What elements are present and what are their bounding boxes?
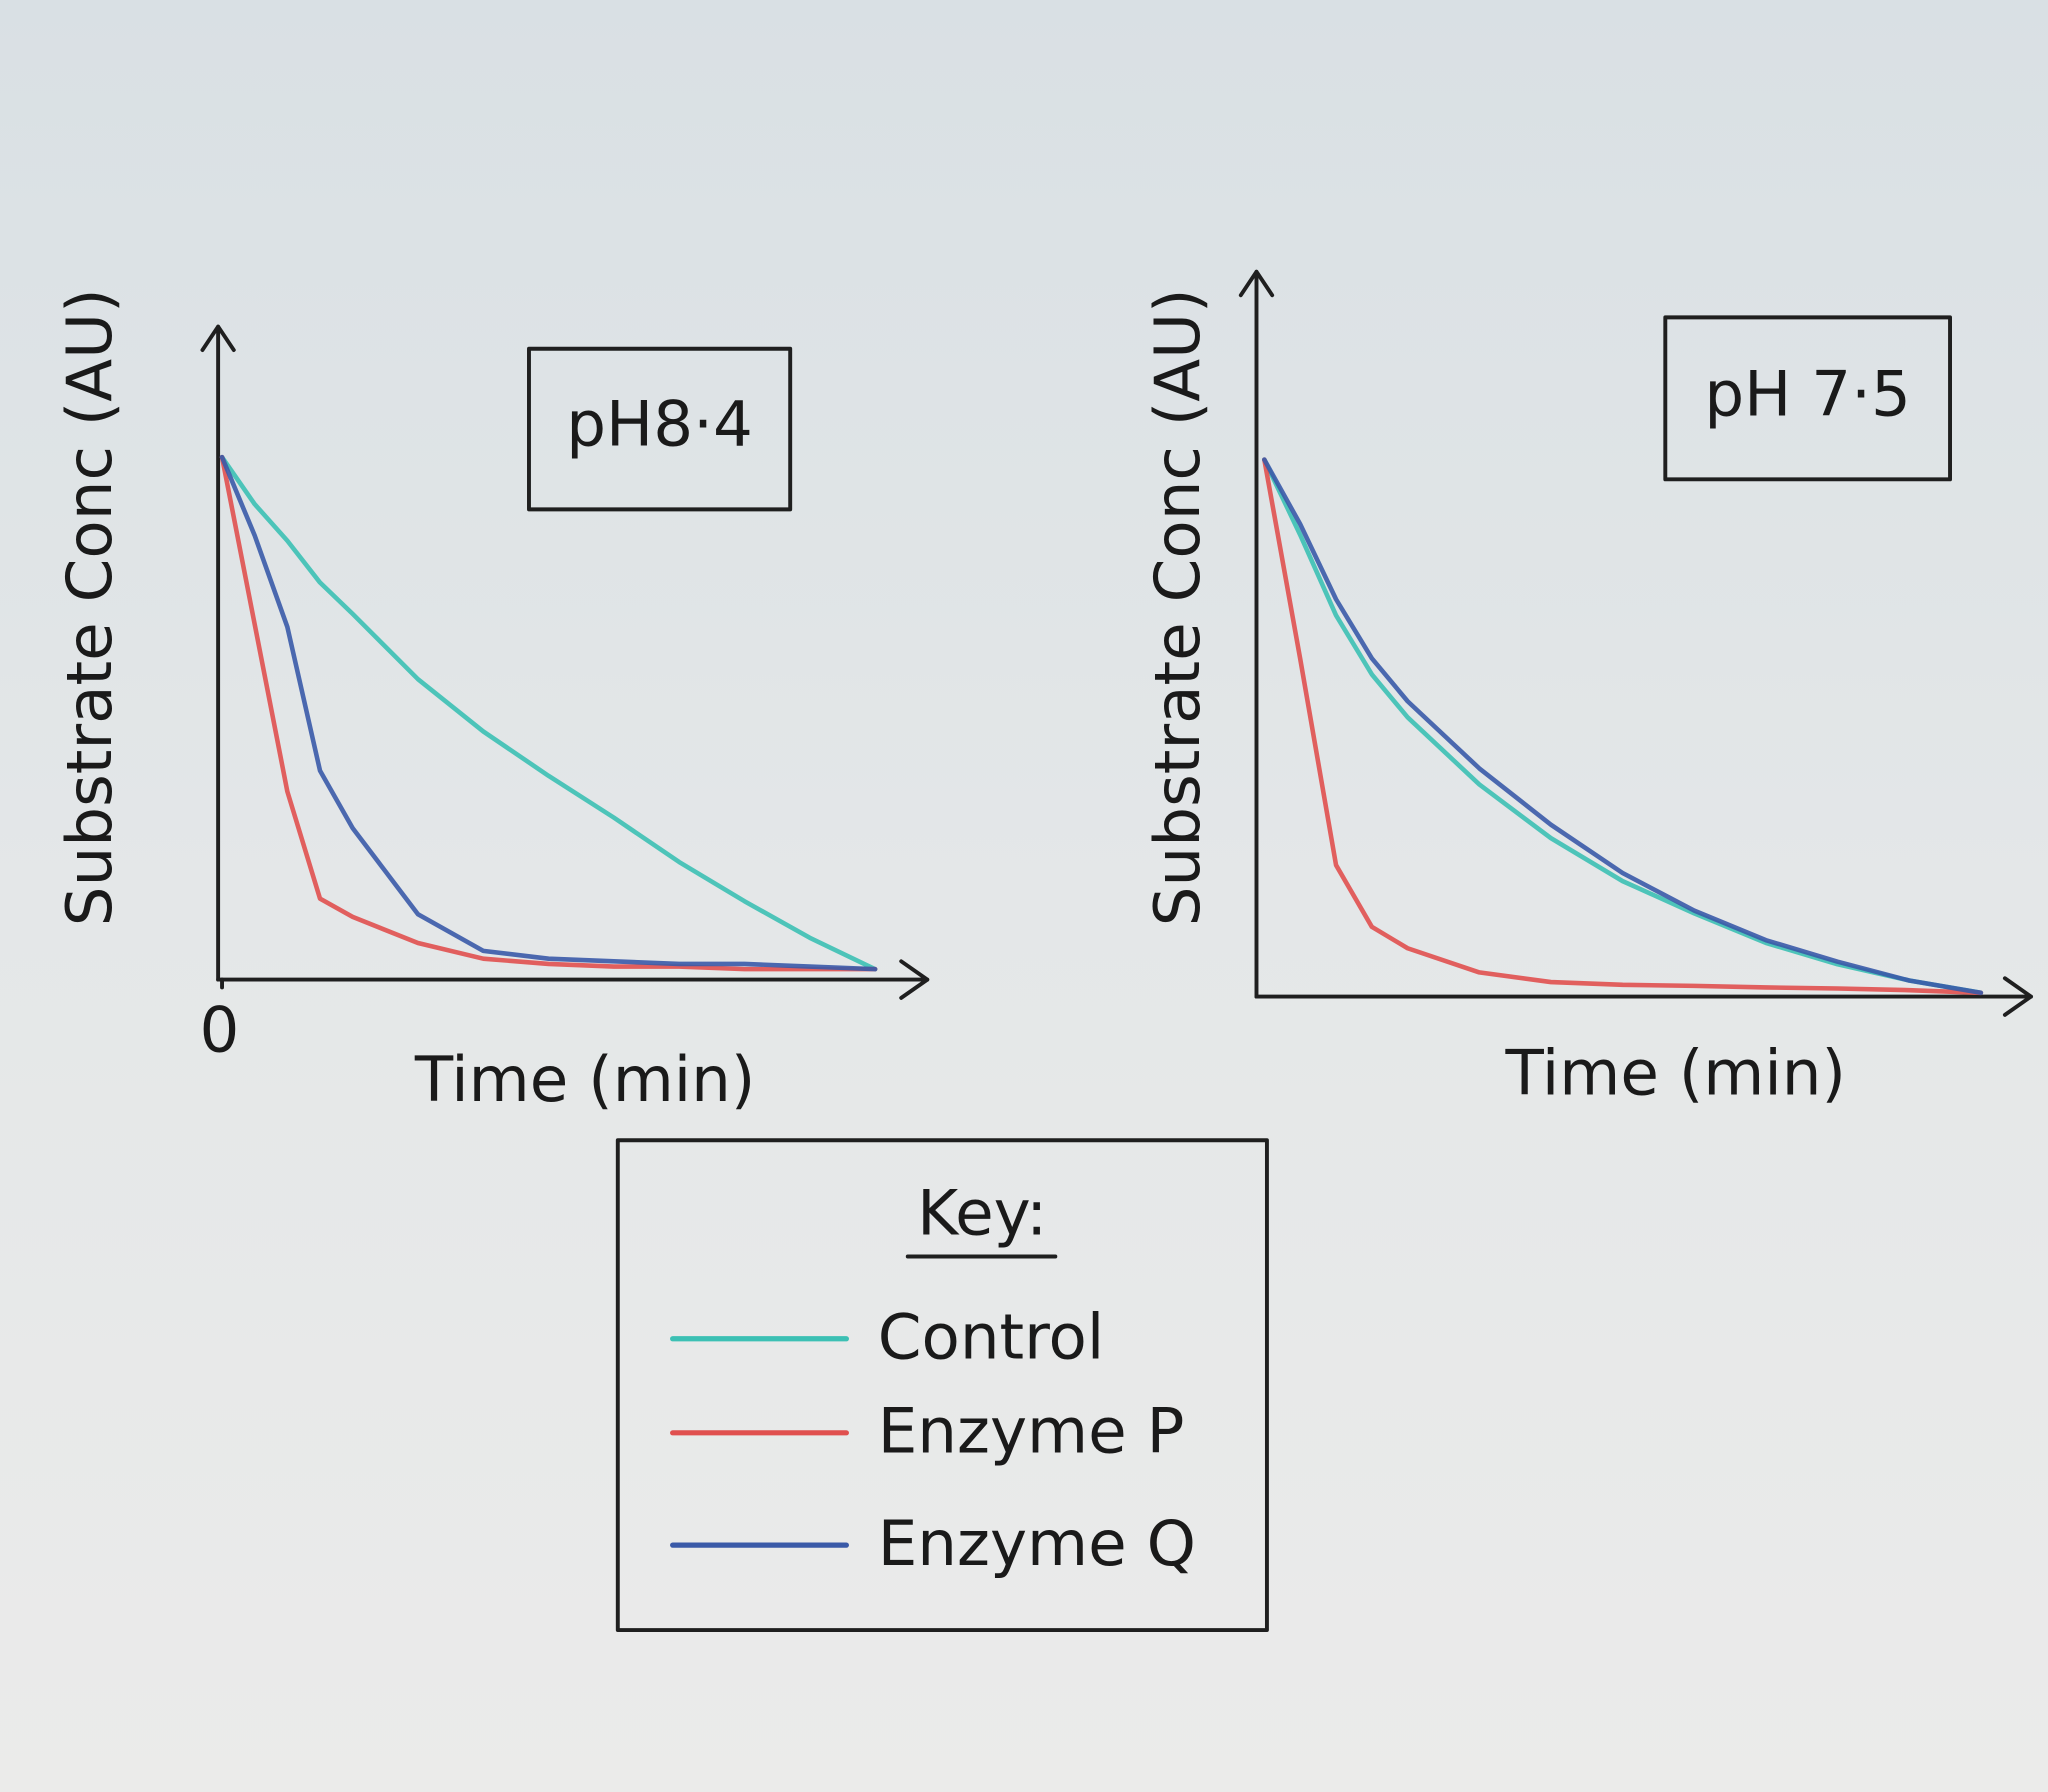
x-axis [216, 959, 930, 1000]
legend-box [615, 1138, 1269, 1632]
y-axis [200, 324, 236, 982]
title-box [527, 346, 793, 512]
series-line [1262, 457, 1984, 996]
title-box [1663, 315, 1952, 482]
series-line [219, 454, 878, 972]
x-axis-label: Time (min) [1505, 1037, 1846, 1110]
series-line [219, 454, 878, 972]
y-axis [1238, 269, 1275, 999]
x-tick-label: 0 [199, 994, 239, 1067]
x-axis [1254, 976, 2033, 1017]
legend-label: Control [878, 1300, 1105, 1373]
series-line [1262, 457, 1984, 996]
legend: Key: Control Enzyme P Enzyme Q [615, 1138, 1269, 1632]
y-axis-label: Substrate Conc (AU) [53, 288, 126, 926]
series-line [219, 454, 878, 972]
x-axis-label: Time (min) [414, 1043, 755, 1116]
chart-title: pH8·4 [566, 387, 753, 460]
legend-title: Key: [917, 1176, 1047, 1249]
series-line [1262, 457, 1984, 996]
legend-label: Enzyme Q [878, 1507, 1196, 1580]
legend-label: Enzyme P [878, 1395, 1185, 1468]
y-axis-label: Substrate Conc (AU) [1141, 288, 1214, 926]
chart-title: pH 7·5 [1704, 357, 1911, 430]
